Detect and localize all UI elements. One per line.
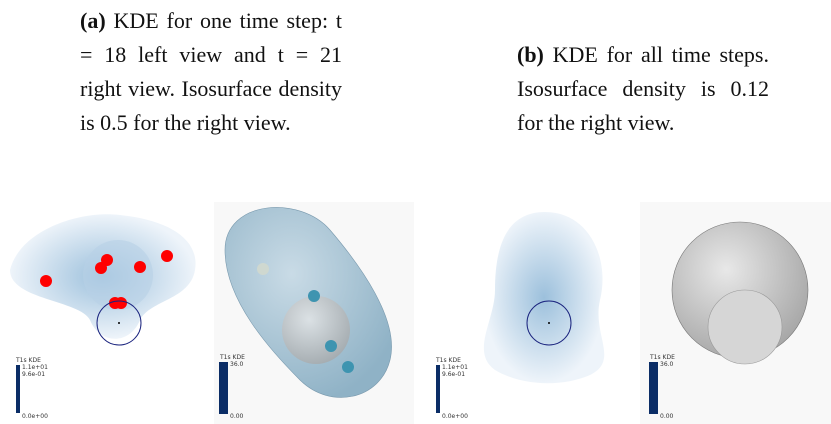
panel-isosurface: T1s KDE 36.0 0.00 — [214, 202, 414, 424]
panel-isosurface: T1s KDE 36.0 0.00 — [640, 202, 831, 424]
legend-max: 36.0 — [660, 361, 674, 368]
legend-min: 0.0e+00 — [442, 413, 468, 420]
legend-min: 0.0e+00 — [22, 413, 48, 420]
legend-min: 0.00 — [230, 413, 244, 420]
legend-min: 0.00 — [660, 413, 674, 420]
page: (a) KDE for one time step: t = 18 left v… — [0, 0, 831, 424]
legend-title: T1s KDE — [15, 357, 41, 364]
legend-mid: 9.6e-01 — [442, 371, 465, 378]
legend-title: T1s KDE — [435, 357, 461, 364]
legend-max: 36.0 — [230, 361, 244, 368]
legend-mid: 9.6e-01 — [22, 371, 45, 378]
legend-max: 1.1e+01 — [442, 364, 468, 371]
legend-max: 1.1e+01 — [22, 364, 48, 371]
figure: T1s KDE 1.1e+01 9.6e-01 0.0e+00 T1s KDE … — [0, 0, 831, 424]
legend-title: T1s KDE — [219, 354, 245, 361]
panel-kde-slice: T1s KDE 1.1e+01 9.6e-01 0.0e+00 — [435, 212, 604, 420]
legend-title: T1s KDE — [649, 354, 675, 361]
panel-kde-slice: T1s KDE 1.1e+01 9.6e-01 0.0e+00 — [10, 214, 196, 420]
